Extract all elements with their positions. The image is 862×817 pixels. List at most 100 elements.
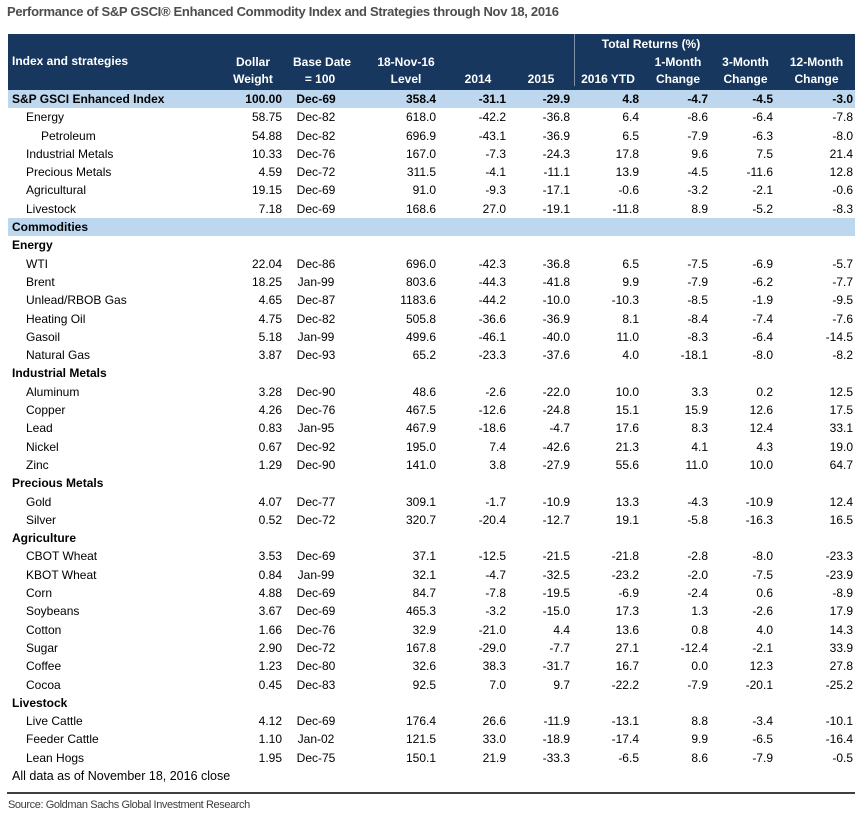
cell-base-date: Jan-99: [297, 329, 335, 344]
cell-2016-ytd: 6.5: [622, 128, 639, 143]
cell-1-month-change: 0.0: [691, 659, 708, 674]
cell-1-month-change: -5.8: [687, 512, 708, 527]
cell-2014: -44.2: [478, 293, 506, 308]
cell-3-month-change: -7.9: [752, 750, 773, 765]
cell-dollar-weight: 4.59: [258, 165, 282, 180]
cell-12-month-change: -3.0: [832, 92, 854, 106]
cell-2014: -46.1: [478, 329, 506, 344]
cell-level: 320.7: [405, 512, 436, 527]
table-row: Energy: [8, 236, 855, 254]
cell-2016-ytd: [573, 364, 643, 382]
column-header-2014: 2014: [447, 52, 509, 90]
cell-2014: -4.1: [485, 165, 506, 180]
cell-3-month-change: -8.0: [752, 348, 773, 363]
cell-2015: 9.7: [553, 677, 570, 692]
cell-3-month-change: 12.4: [749, 421, 773, 436]
cell-dollar-weight: 3.67: [258, 604, 282, 619]
cell-2016-ytd: -0.6: [618, 183, 639, 198]
cell-1-month-change: [643, 236, 713, 254]
cell-3-month-change: [713, 474, 778, 492]
cell-1-month-change: -7.9: [687, 128, 708, 143]
cell-2014: 38.3: [482, 659, 506, 674]
cell-2016-ytd: -10.3: [611, 293, 639, 308]
cell-dollar-weight: [203, 694, 285, 712]
cell-level: [347, 218, 447, 236]
table-row: Industrial Metals: [8, 364, 855, 382]
cell-12-month-change: -7.8: [832, 110, 854, 125]
cell-1-month-change: -2.4: [687, 586, 708, 601]
cell-2016-ytd: 21.3: [615, 439, 639, 454]
cell-12-month-change: -8.0: [832, 128, 854, 143]
cell-base-date: Dec-69: [296, 92, 336, 106]
cell-2016-ytd: 19.1: [615, 512, 639, 527]
row-label: Unlead/RBOB Gas: [26, 293, 127, 308]
cell-dollar-weight: 1.66: [258, 622, 282, 637]
cell-2016-ytd: 13.3: [615, 494, 639, 509]
cell-2014: -21.0: [478, 622, 506, 637]
cell-1-month-change: 8.9: [691, 201, 708, 216]
cell-3-month-change: 4.0: [756, 622, 773, 637]
cell-2014: -2.6: [485, 384, 506, 399]
cell-3-month-change: -6.2: [752, 274, 773, 289]
cell-2014: -23.3: [478, 348, 506, 363]
cell-level: 467.9: [405, 421, 436, 436]
cell-2016-ytd: 11.0: [616, 329, 639, 344]
table-header: Total Returns (%) Index and strategies D…: [8, 34, 856, 90]
cell-1-month-change: -7.9: [687, 677, 708, 692]
cell-12-month-change: -9.5: [832, 293, 854, 308]
cell-dollar-weight: 0.45: [258, 677, 282, 692]
cell-dollar-weight: 19.15: [251, 183, 282, 198]
cell-2016-ytd: -6.5: [618, 750, 639, 765]
cell-base-date: [285, 529, 347, 547]
cell-base-date: Dec-69: [296, 714, 336, 729]
row-label: Lean Hogs: [26, 750, 85, 765]
cell-1-month-change: 8.8: [691, 714, 708, 729]
cell-3-month-change: [713, 529, 778, 547]
row-label: Cocoa: [26, 677, 61, 692]
cell-2014: -18.6: [478, 421, 506, 436]
cell-dollar-weight: 58.75: [251, 110, 282, 125]
cell-level: 32.9: [412, 622, 436, 637]
cell-base-date: Dec-93: [296, 348, 336, 363]
cell-level: 84.7: [412, 586, 436, 601]
table-row: WTI 22.04 Dec-86 696.0 -42.3 -36.8 6.5 -…: [8, 255, 855, 273]
cell-2015: 4.4: [553, 622, 570, 637]
cell-1-month-change: 9.6: [691, 146, 708, 161]
row-label: Nickel: [26, 439, 59, 454]
cell-2015: -36.8: [542, 256, 570, 271]
column-header-base-date: Base Date = 100: [285, 52, 351, 90]
cell-2016-ytd: 15.1: [615, 403, 639, 418]
cell-1-month-change: 3.3: [691, 384, 708, 399]
cell-2016-ytd: 8.1: [622, 311, 639, 326]
cell-level: 91.0: [412, 183, 436, 198]
cell-dollar-weight: 54.88: [251, 128, 282, 143]
cell-3-month-change: -1.9: [752, 293, 773, 308]
table-row: Gold 4.07 Dec-77 309.1 -1.7 -10.9 13.3 -…: [8, 493, 855, 511]
table-row: Corn 4.88 Dec-69 84.7 -7.8 -19.5 -6.9 -2…: [8, 584, 855, 602]
cell-1-month-change: -4.7: [687, 92, 708, 106]
cell-dollar-weight: 1.10: [258, 732, 282, 747]
cell-level: [347, 364, 447, 382]
cell-base-date: [285, 236, 347, 254]
cell-2014: -4.7: [485, 567, 506, 582]
cell-1-month-change: -4.5: [687, 165, 708, 180]
table-row: Coffee 1.23 Dec-80 32.6 38.3 -31.7 16.7 …: [8, 657, 855, 675]
row-label: CBOT Wheat: [26, 549, 98, 564]
column-header-level: 18-Nov-16 Level: [347, 52, 447, 90]
cell-level: 141.0: [405, 457, 436, 472]
cell-base-date: Dec-72: [296, 165, 336, 180]
cell-2015: -11.9: [543, 714, 570, 729]
cell-dollar-weight: [203, 474, 285, 492]
table-row: S&P GSCI Enhanced Index 100.00 Dec-69 35…: [8, 90, 856, 109]
column-header-12-month-change: 12-Month Change: [778, 52, 856, 90]
cell-2015: -36.8: [542, 110, 570, 125]
cell-2014: -36.6: [478, 311, 506, 326]
column-header-2015: 2015: [509, 52, 573, 90]
cell-12-month-change: -8.3: [832, 201, 854, 216]
cell-level: 358.4: [405, 92, 436, 106]
cell-dollar-weight: 18.25: [251, 274, 282, 289]
footer-note: All data as of November 18, 2016 close: [12, 768, 231, 783]
cell-dollar-weight: [203, 218, 285, 236]
cell-2015: -11.1: [543, 165, 570, 180]
cell-12-month-change: -23.9: [825, 567, 854, 582]
